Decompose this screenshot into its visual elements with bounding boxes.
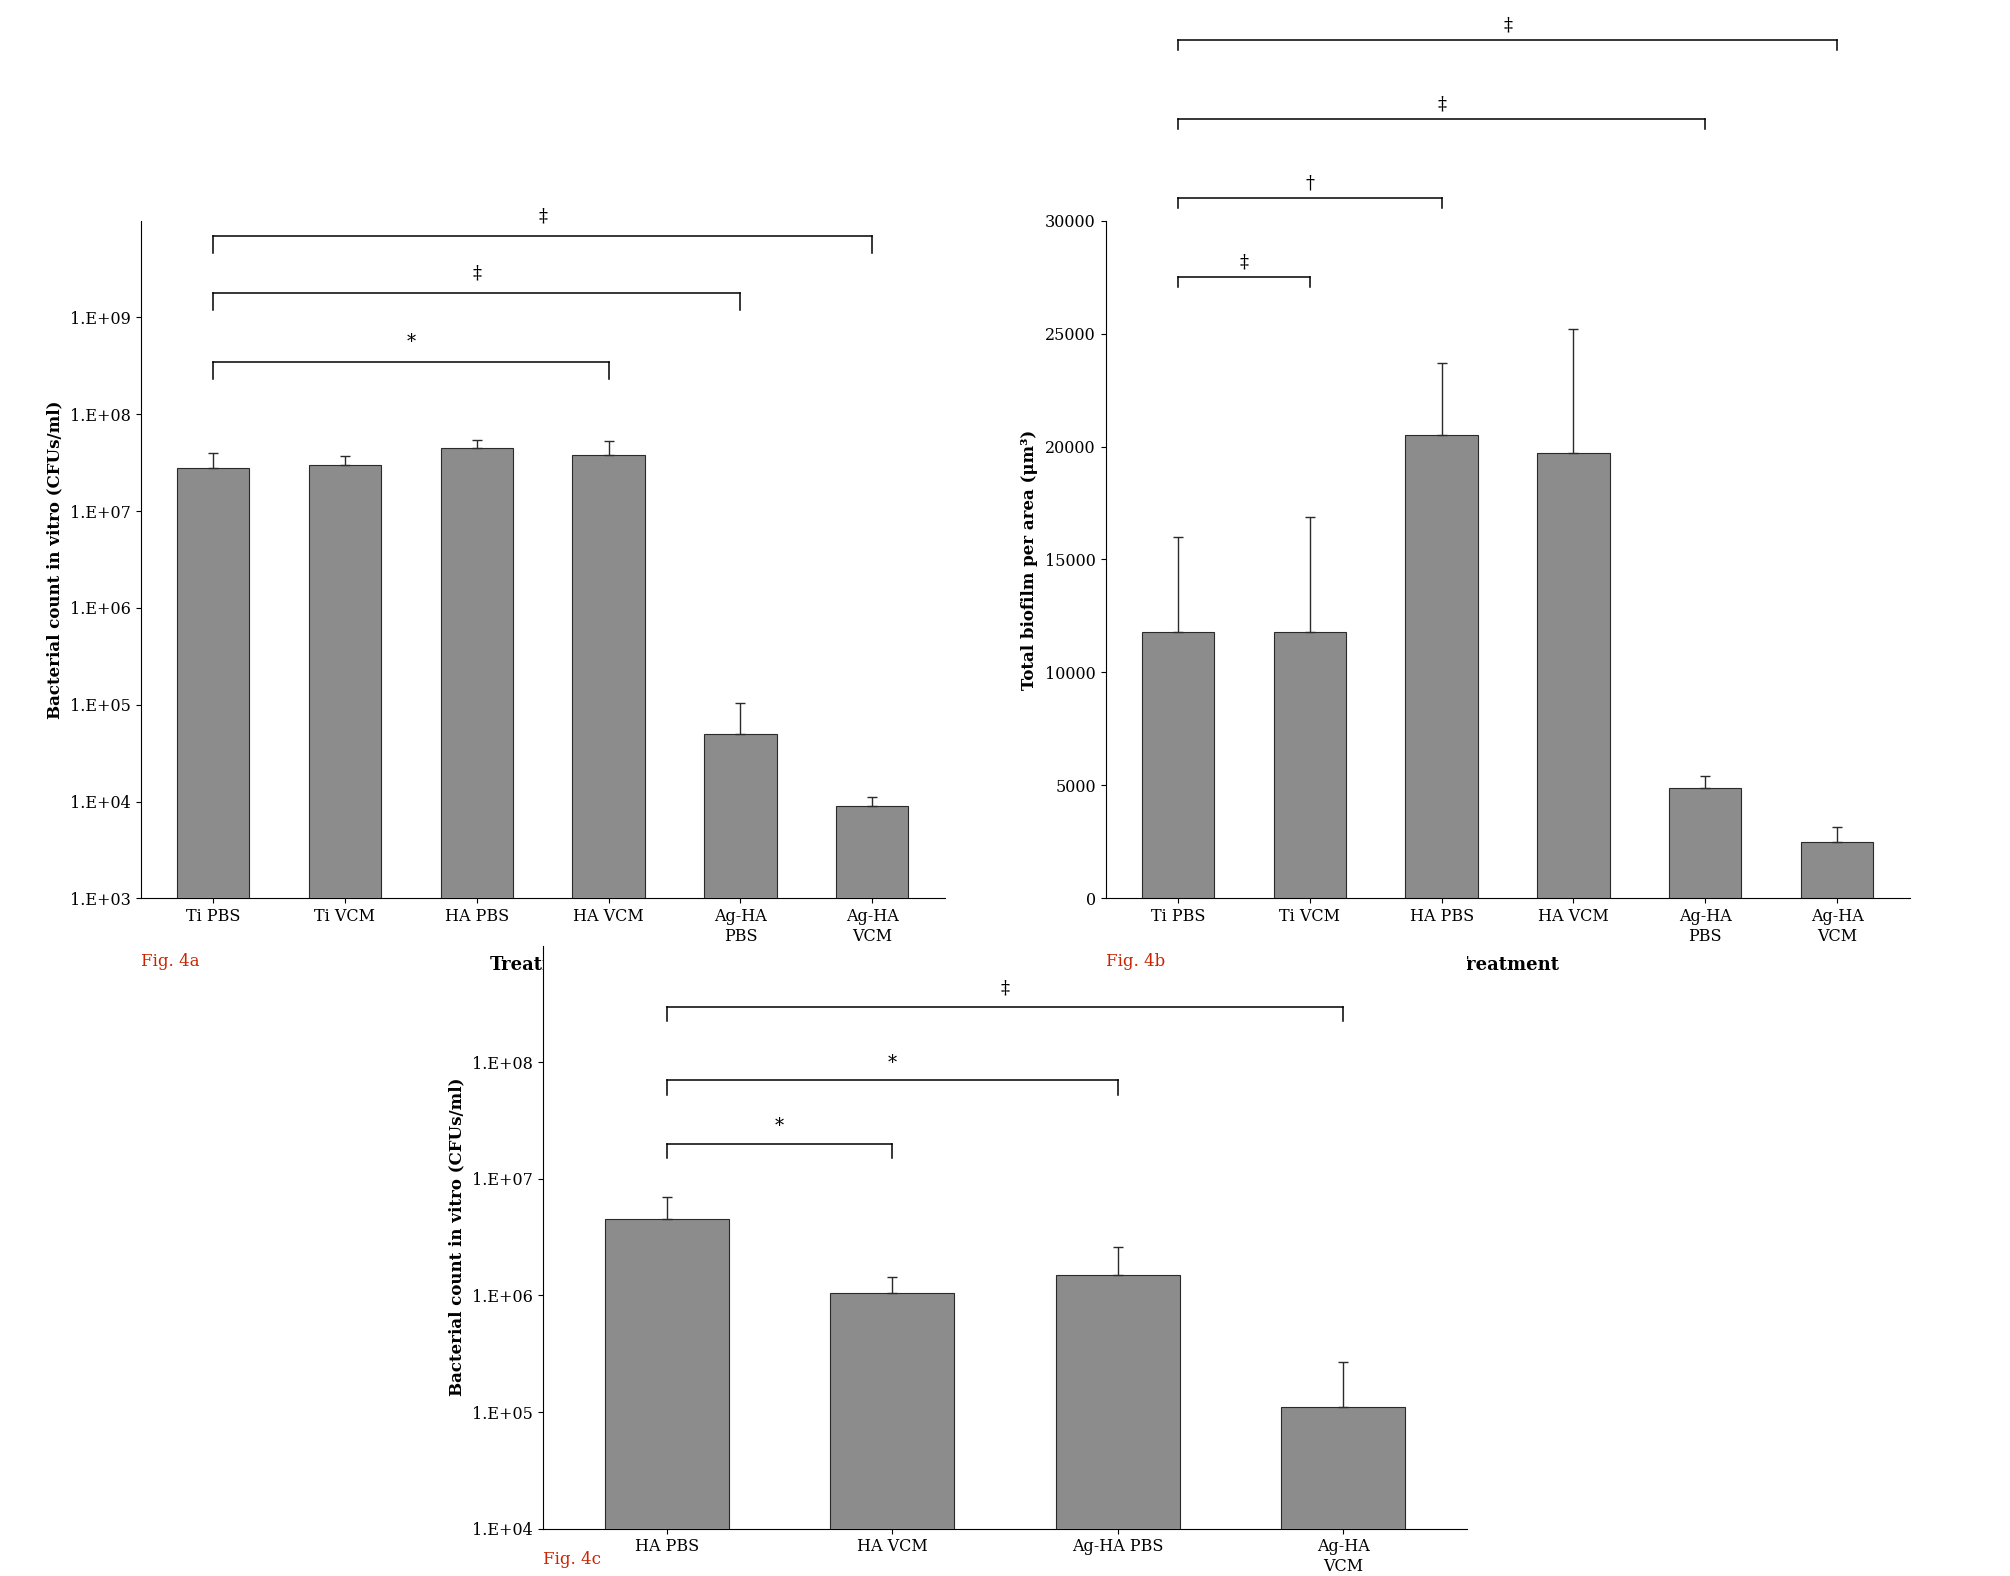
Bar [1274, 632, 1347, 898]
Bar [440, 448, 513, 1576]
Bar [1405, 435, 1477, 898]
Y-axis label: Bacterial count in vitro (CFUs/ml): Bacterial count in vitro (CFUs/ml) [448, 1078, 464, 1396]
Bar [1538, 454, 1610, 898]
X-axis label: Treatment: Treatment [1455, 955, 1560, 974]
Bar [1055, 1275, 1180, 1576]
Text: *: * [888, 1053, 896, 1072]
Bar [573, 455, 645, 1576]
Text: *: * [406, 334, 416, 351]
Text: Fig. 4b: Fig. 4b [1106, 953, 1164, 971]
Bar [836, 805, 909, 1576]
Bar [1280, 1407, 1405, 1576]
X-axis label: Treatment: Treatment [490, 955, 595, 974]
Text: Fig. 4a: Fig. 4a [141, 953, 199, 971]
Bar [310, 465, 382, 1576]
Text: ‡: ‡ [1437, 96, 1445, 113]
Text: ‡: ‡ [1001, 980, 1009, 998]
Text: Fig. 4c: Fig. 4c [543, 1551, 601, 1568]
Bar [830, 1292, 955, 1576]
Text: ‡: ‡ [472, 265, 480, 282]
Text: ‡: ‡ [1503, 16, 1512, 35]
Text: ‡: ‡ [1240, 254, 1248, 271]
Bar [605, 1220, 730, 1576]
Text: *: * [776, 1117, 784, 1135]
Text: †: † [1304, 175, 1315, 192]
Bar [177, 468, 249, 1576]
Y-axis label: Bacterial count in vitro (CFUs/ml): Bacterial count in vitro (CFUs/ml) [46, 400, 62, 719]
Bar [1801, 842, 1873, 898]
Y-axis label: Total biofilm per area (μm³): Total biofilm per area (μm³) [1021, 429, 1037, 690]
Bar [1142, 632, 1214, 898]
Bar [704, 734, 776, 1576]
Text: ‡: ‡ [539, 208, 547, 225]
Bar [1668, 788, 1741, 898]
